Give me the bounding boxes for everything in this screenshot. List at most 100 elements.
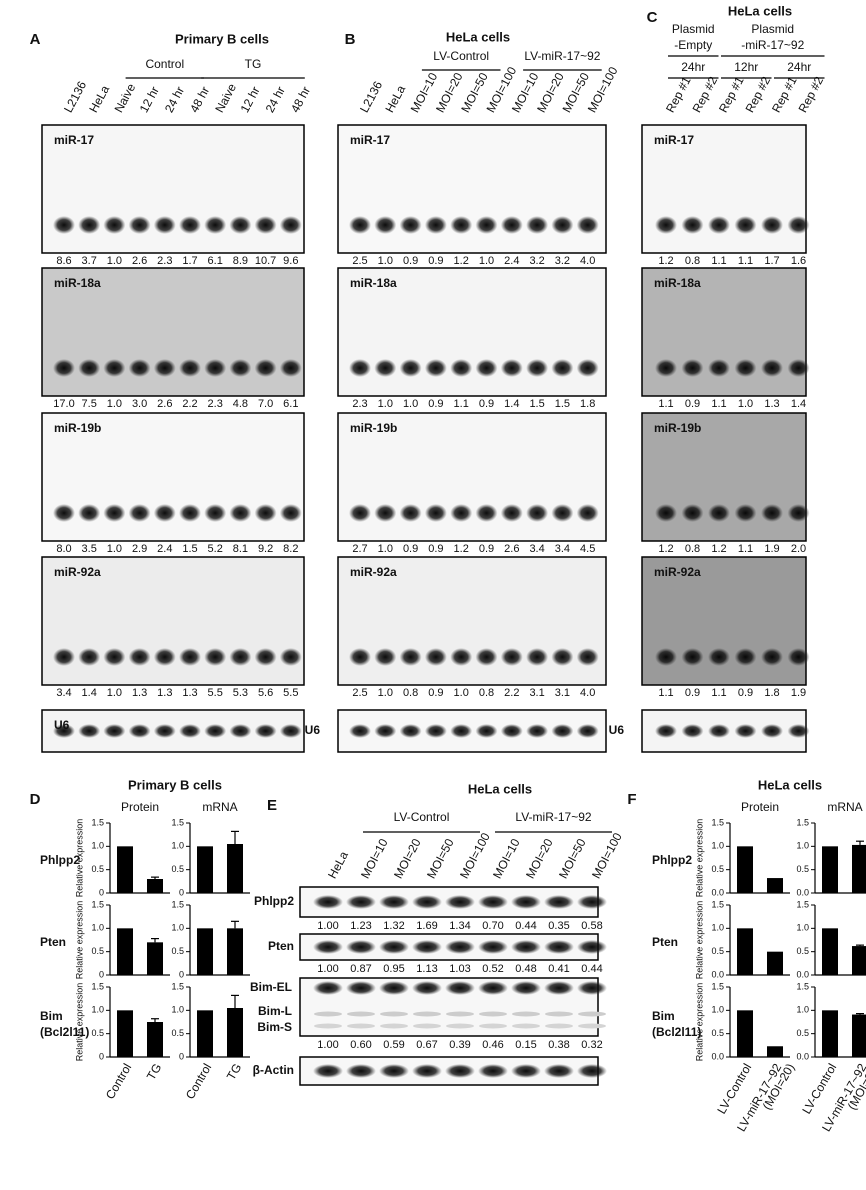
quantification: 1.1	[738, 543, 753, 555]
quantification: 2.5	[352, 255, 367, 267]
band	[346, 981, 376, 995]
quantification: 0.52	[482, 963, 503, 975]
band	[475, 359, 498, 377]
quantification: 0.44	[515, 920, 536, 932]
quantification: 0.46	[482, 1039, 503, 1051]
lane-label: MOI=10	[490, 836, 523, 881]
band	[53, 359, 75, 377]
panel-label: A	[30, 31, 41, 48]
band	[544, 1064, 574, 1078]
quantification: 0.48	[515, 963, 536, 975]
quantification: 1.4	[504, 398, 519, 410]
y-tick-label: 0	[179, 887, 184, 897]
blot-label: miR-92a	[350, 565, 397, 579]
quantification: 0.67	[416, 1039, 437, 1051]
quantification: 2.4	[504, 255, 519, 267]
quantification: 0.8	[403, 687, 418, 699]
group-label: -Empty	[674, 38, 712, 52]
band	[500, 724, 523, 738]
quantification: 5.5	[283, 687, 298, 699]
band	[544, 895, 574, 909]
quantification: 1.9	[764, 543, 779, 555]
band	[349, 724, 371, 738]
band	[349, 648, 371, 666]
group-label: Control	[145, 57, 184, 71]
y-tick-label: 1.5	[711, 899, 724, 909]
quantification: 0.60	[350, 1039, 371, 1051]
blot-label: Phlpp2	[254, 894, 294, 908]
band	[346, 1064, 376, 1078]
band	[576, 724, 599, 738]
band	[478, 940, 508, 954]
band	[153, 359, 176, 377]
band	[229, 648, 252, 666]
bar	[822, 928, 838, 975]
column-label: Protein	[121, 800, 159, 814]
lane-label: HeLa	[382, 83, 408, 115]
quantification: 0.87	[350, 963, 371, 975]
y-tick-label: 0.0	[796, 1051, 809, 1061]
lane-label: MOI=50	[556, 836, 589, 881]
band	[478, 895, 508, 909]
quantification: 1.0	[378, 543, 393, 555]
quantification: 0.32	[581, 1039, 602, 1051]
band	[204, 216, 227, 234]
band	[424, 359, 447, 377]
band	[399, 216, 422, 234]
band	[526, 216, 549, 234]
quantification: 1.1	[711, 687, 726, 699]
band	[761, 648, 783, 666]
quantification: 0.38	[548, 1039, 569, 1051]
quantification: 1.9	[791, 687, 806, 699]
quantification: 0.9	[403, 543, 418, 555]
band	[787, 216, 810, 234]
band	[399, 648, 422, 666]
y-tick-label: 0.0	[711, 1051, 724, 1061]
panel-title: HeLa cells	[728, 3, 792, 18]
bar	[227, 928, 243, 975]
band	[577, 940, 607, 954]
quantification: 1.03	[449, 963, 470, 975]
bar	[767, 1046, 783, 1057]
blot-label: Pten	[268, 939, 294, 953]
quantification: 1.00	[317, 920, 338, 932]
band	[424, 648, 447, 666]
band	[681, 359, 704, 377]
row-label: (Bcl2l11)	[40, 1025, 89, 1039]
blot-label: miR-17	[654, 133, 694, 147]
y-tick-label: 1.5	[91, 817, 104, 827]
band	[526, 724, 549, 738]
band	[374, 216, 397, 234]
quantification: 3.4	[555, 543, 570, 555]
quantification: 2.3	[157, 255, 172, 267]
band	[204, 648, 227, 666]
band	[681, 504, 704, 522]
x-tick-label: Control	[183, 1061, 214, 1102]
band	[545, 1023, 573, 1029]
y-tick-label: 1.0	[711, 841, 724, 851]
bar	[737, 928, 753, 975]
bar	[147, 1022, 163, 1057]
quantification: 2.0	[791, 543, 806, 555]
quantification: 8.1	[233, 543, 248, 555]
y-axis-label: Relative expression	[694, 901, 704, 980]
band	[681, 648, 704, 666]
band	[655, 216, 677, 234]
bar	[852, 844, 866, 893]
blot-label: miR-18a	[654, 276, 701, 290]
band	[254, 359, 277, 377]
band	[445, 895, 475, 909]
bar	[117, 1010, 133, 1057]
y-tick-label: 1.0	[91, 841, 104, 851]
band	[512, 1011, 540, 1017]
band	[787, 359, 810, 377]
y-tick-label: 1.0	[796, 1005, 809, 1015]
band	[374, 648, 397, 666]
y-tick-label: 1.5	[171, 899, 184, 909]
y-tick-label: 0	[99, 969, 104, 979]
y-axis-label: Relative expression	[74, 983, 84, 1062]
quantification: 2.7	[352, 543, 367, 555]
band	[578, 1011, 606, 1017]
lane-label: L2136	[61, 79, 89, 115]
band	[551, 724, 574, 738]
